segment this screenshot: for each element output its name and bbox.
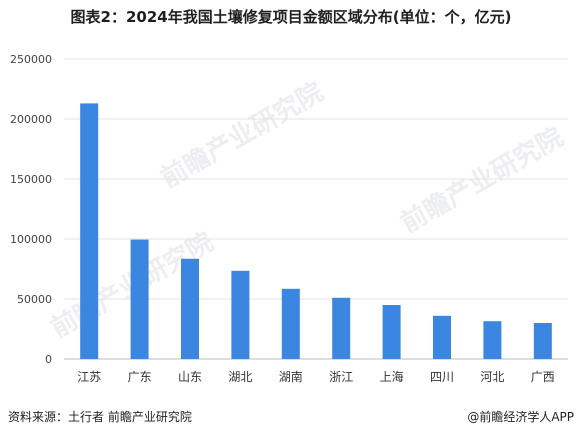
bar-广东 bbox=[130, 239, 149, 359]
bar-河北 bbox=[483, 321, 502, 359]
y-tick-label: 100000 bbox=[10, 233, 52, 246]
source-note: 资料来源：土行者 前瞻产业研究院 bbox=[8, 410, 192, 424]
x-tick-label: 广西 bbox=[531, 370, 555, 384]
bar-上海 bbox=[382, 305, 401, 359]
x-tick-label: 湖北 bbox=[228, 369, 252, 384]
y-tick-label: 250000 bbox=[10, 53, 52, 66]
y-tick-label: 50000 bbox=[17, 293, 52, 306]
x-tick-label: 河北 bbox=[480, 370, 504, 384]
x-tick-label: 山东 bbox=[178, 370, 202, 384]
chart-title: 图表2：2024年我国土壤修复项目金额区域分布(单位：个，亿元) bbox=[70, 8, 512, 26]
bar-山东 bbox=[181, 258, 199, 359]
bar-chart: 0 50000 100000 150000 200000 250000 江苏 广东 山东 湖北 湖南… bbox=[10, 53, 568, 384]
y-tick-label: 200000 bbox=[10, 113, 52, 126]
x-tick-label: 湖南 bbox=[279, 369, 303, 384]
y-tick-label: 0 bbox=[45, 353, 52, 366]
bar-江苏 bbox=[80, 103, 99, 360]
bar-湖北 bbox=[231, 270, 250, 359]
bar-四川 bbox=[433, 315, 451, 359]
x-tick-label: 江苏 bbox=[77, 370, 101, 384]
x-tick-label: 上海 bbox=[380, 369, 404, 384]
credit-label: @前瞻经济学人APP bbox=[467, 410, 574, 424]
bar-湖南 bbox=[281, 288, 300, 359]
x-tick-label: 四川 bbox=[430, 370, 454, 384]
x-tick-label: 浙江 bbox=[329, 370, 353, 384]
x-tick-label: 广东 bbox=[128, 370, 152, 384]
bar-浙江 bbox=[332, 297, 351, 359]
y-tick-label: 150000 bbox=[10, 173, 52, 186]
bar-广西 bbox=[533, 323, 552, 359]
